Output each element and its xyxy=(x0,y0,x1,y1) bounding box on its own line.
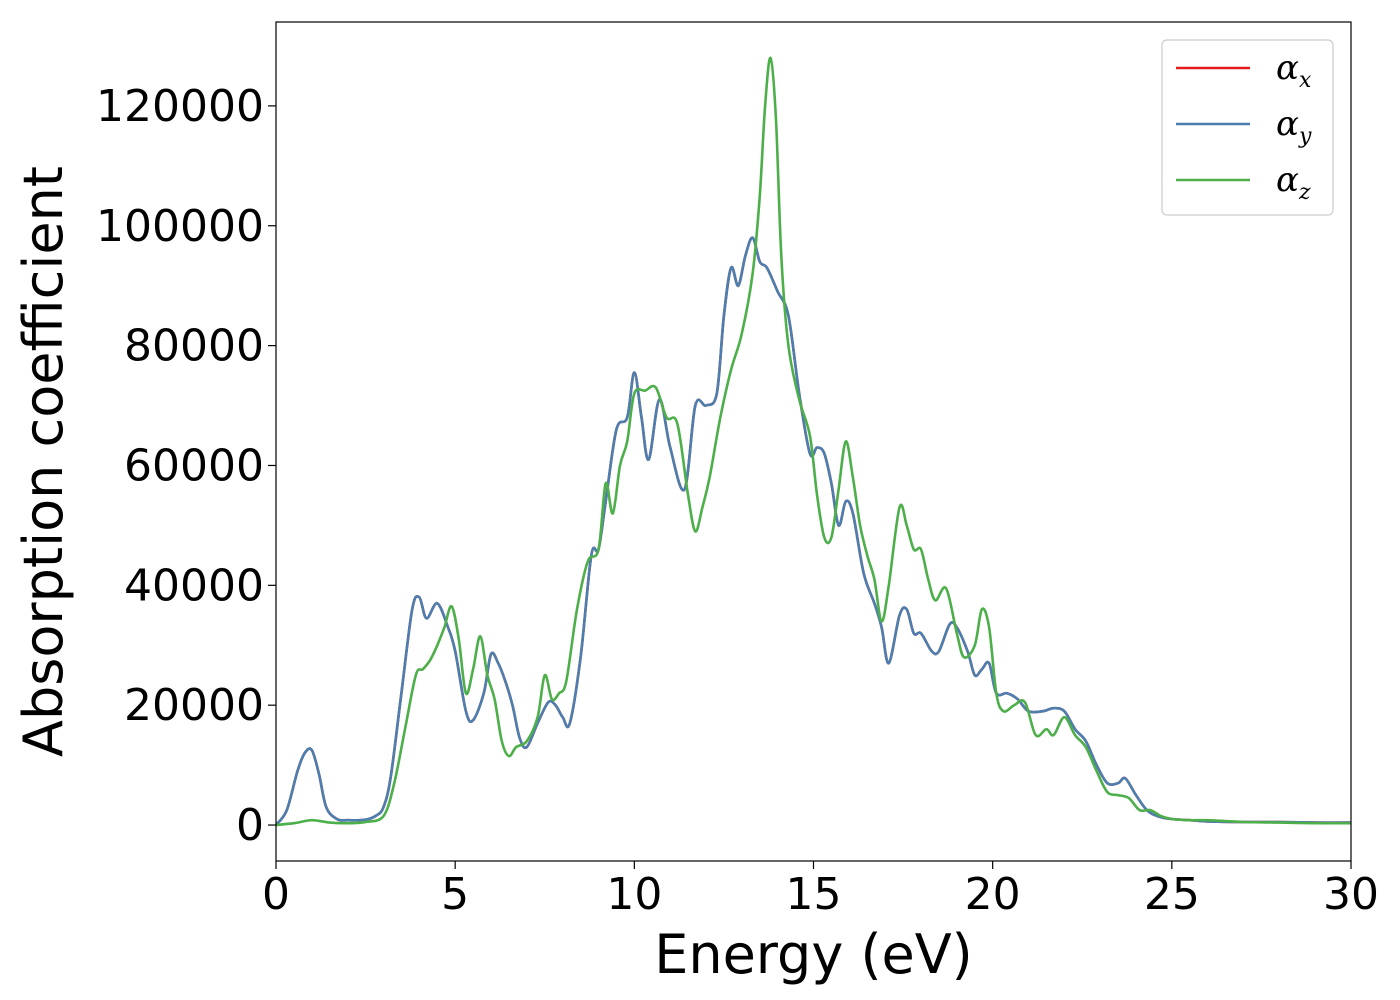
plot-series xyxy=(276,56,1351,827)
legend-label-z: αz xyxy=(1276,160,1311,205)
y-tick-label: 60000 xyxy=(124,440,264,491)
legend-label-x: αx xyxy=(1276,48,1312,93)
x-axis-title: Energy (eV) xyxy=(654,923,973,986)
legend-box xyxy=(1161,39,1334,216)
legend-label-y: αy xyxy=(1276,104,1312,149)
y-tick-label: 20000 xyxy=(124,680,264,731)
x-tick-label: 15 xyxy=(786,869,842,920)
y-tick-label: 0 xyxy=(236,800,264,851)
series-line-z xyxy=(276,56,1351,827)
series-line-x xyxy=(276,236,1351,826)
y-tick-label: 40000 xyxy=(124,560,264,611)
x-tick-label: 20 xyxy=(965,869,1021,920)
y-tick-label: 80000 xyxy=(124,321,264,372)
legend: αx αy αz xyxy=(1161,39,1334,216)
y-axis-title: Absorption coefficient xyxy=(12,166,75,757)
x-tick-label: 10 xyxy=(606,869,662,920)
x-axis: 0 5 10 15 20 25 30 xyxy=(262,861,1379,920)
series-line-y xyxy=(276,236,1351,826)
x-tick-label: 5 xyxy=(441,869,469,920)
x-tick-label: 0 xyxy=(262,869,290,920)
y-axis: 0 20000 40000 60000 80000 100000 120000 xyxy=(96,81,276,851)
y-tick-label: 120000 xyxy=(96,81,264,132)
x-tick-label: 30 xyxy=(1323,869,1379,920)
y-tick-label: 100000 xyxy=(96,201,264,252)
x-tick-label: 25 xyxy=(1144,869,1200,920)
